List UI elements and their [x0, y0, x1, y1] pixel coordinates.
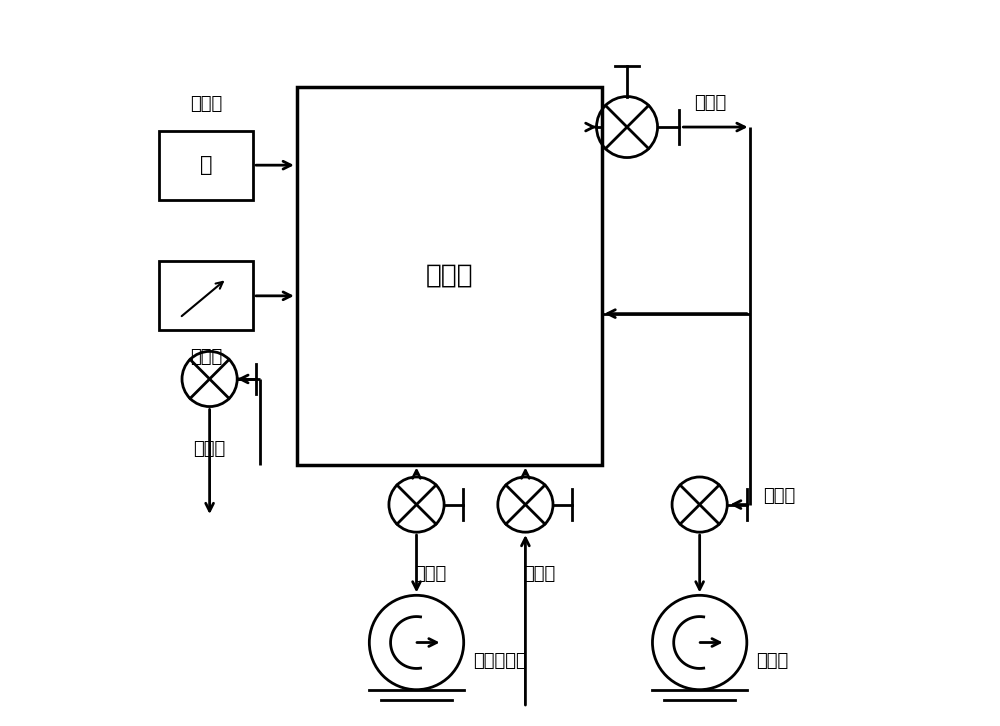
Text: 压力表: 压力表 [190, 348, 222, 367]
Bar [159, 261, 253, 330]
Text: 充气阀: 充气阀 [414, 566, 446, 583]
Text: 温度表: 温度表 [190, 94, 222, 113]
Text: 放空阀: 放空阀 [694, 94, 726, 112]
Text: 真空泵: 真空泵 [756, 653, 789, 670]
Text: 蒸汽阀: 蒸汽阀 [523, 566, 555, 583]
Text: ～: ～ [200, 155, 212, 175]
Bar [159, 131, 253, 200]
Text: 空气压缩泵: 空气压缩泵 [473, 653, 527, 670]
Text: 润药室: 润药室 [425, 263, 473, 289]
Text: 真空阀: 真空阀 [763, 487, 795, 505]
Text: 排污阀: 排污阀 [193, 440, 226, 457]
Bar [297, 87, 602, 465]
